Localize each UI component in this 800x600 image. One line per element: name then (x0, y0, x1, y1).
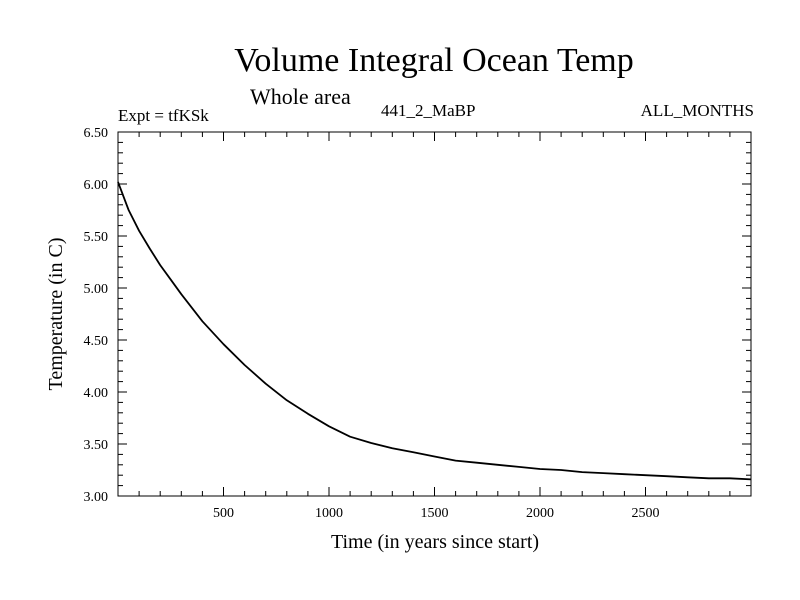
series-group (117, 181, 752, 481)
y-tick-label: 5.50 (84, 230, 109, 245)
x-axis-label: Time (in years since start) (331, 531, 539, 553)
y-tick-label: 6.00 (84, 178, 109, 193)
period-label: ALL_MONTHS (640, 101, 754, 120)
x-tick-label: 2500 (632, 506, 660, 521)
axis-tick-labels: 500 1000 1500 2000 2500 3.00 3.50 4.00 4.50 5.00 5… (84, 126, 660, 521)
x-tick-label: 2000 (526, 506, 554, 521)
series-line (117, 181, 752, 481)
experiment-label: Expt = tfKSk (118, 106, 209, 125)
x-tick-label: 1000 (315, 506, 343, 521)
y-tick-label: 3.00 (84, 490, 109, 505)
plot-frame (117, 131, 752, 497)
y-tick-label: 6.50 (84, 126, 109, 141)
run-label: 441_2_MaBP (381, 101, 476, 120)
chart-title: Volume Integral Ocean Temp (234, 42, 634, 79)
axis-ticks (118, 132, 751, 496)
x-tick-label: 1500 (421, 506, 449, 521)
y-axis-label: Temperature (in C) (45, 238, 67, 391)
y-tick-label: 4.00 (84, 386, 109, 401)
y-tick-label: 3.50 (84, 438, 109, 453)
y-tick-label: 4.50 (84, 334, 109, 349)
x-tick-label: 500 (213, 506, 234, 521)
chart-subtitle: Whole area (250, 84, 351, 109)
y-tick-label: 5.00 (84, 282, 109, 297)
